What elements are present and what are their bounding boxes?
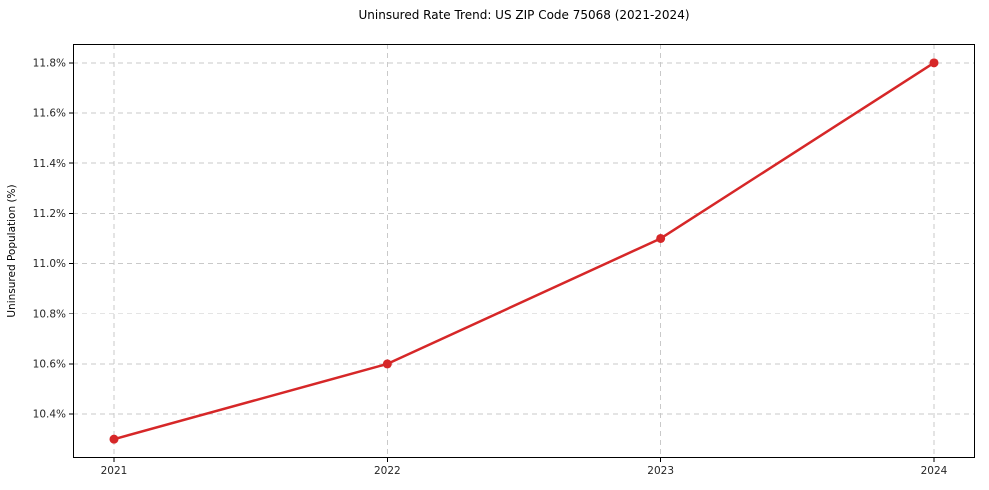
y-tick-label: 11.8% xyxy=(33,57,66,69)
y-tick-label: 10.4% xyxy=(33,409,66,421)
data-point xyxy=(656,233,666,243)
y-tick-label: 11.2% xyxy=(33,208,66,220)
x-tick-label: 2024 xyxy=(921,465,948,477)
x-tick-label: 2021 xyxy=(101,465,128,477)
axis-ticks xyxy=(69,62,935,462)
y-tick-label: 10.8% xyxy=(33,308,66,320)
trend-line xyxy=(112,61,936,441)
gridlines xyxy=(73,44,975,458)
axis-tick-labels: 10.4% 10.6% 10.8% 11.0% 11.2% 11.4% 11.6% 11.8%… xyxy=(33,57,948,477)
y-tick-label: 11.4% xyxy=(33,158,66,170)
y-tick-label: 11.0% xyxy=(33,258,66,270)
x-tick-label: 2023 xyxy=(647,465,674,477)
data-series xyxy=(109,58,939,444)
y-axis-label: Uninsured Population (%) xyxy=(6,184,18,317)
y-tick-label: 11.6% xyxy=(33,108,66,120)
data-point xyxy=(109,434,119,444)
y-tick-label: 10.6% xyxy=(33,359,66,371)
plot-border xyxy=(73,44,975,458)
x-tick-label: 2022 xyxy=(374,465,401,477)
data-point xyxy=(929,58,939,68)
plot-area xyxy=(73,44,975,458)
chart-title: Uninsured Rate Trend: US ZIP Code 75068 … xyxy=(358,8,689,22)
data-point xyxy=(382,359,392,369)
